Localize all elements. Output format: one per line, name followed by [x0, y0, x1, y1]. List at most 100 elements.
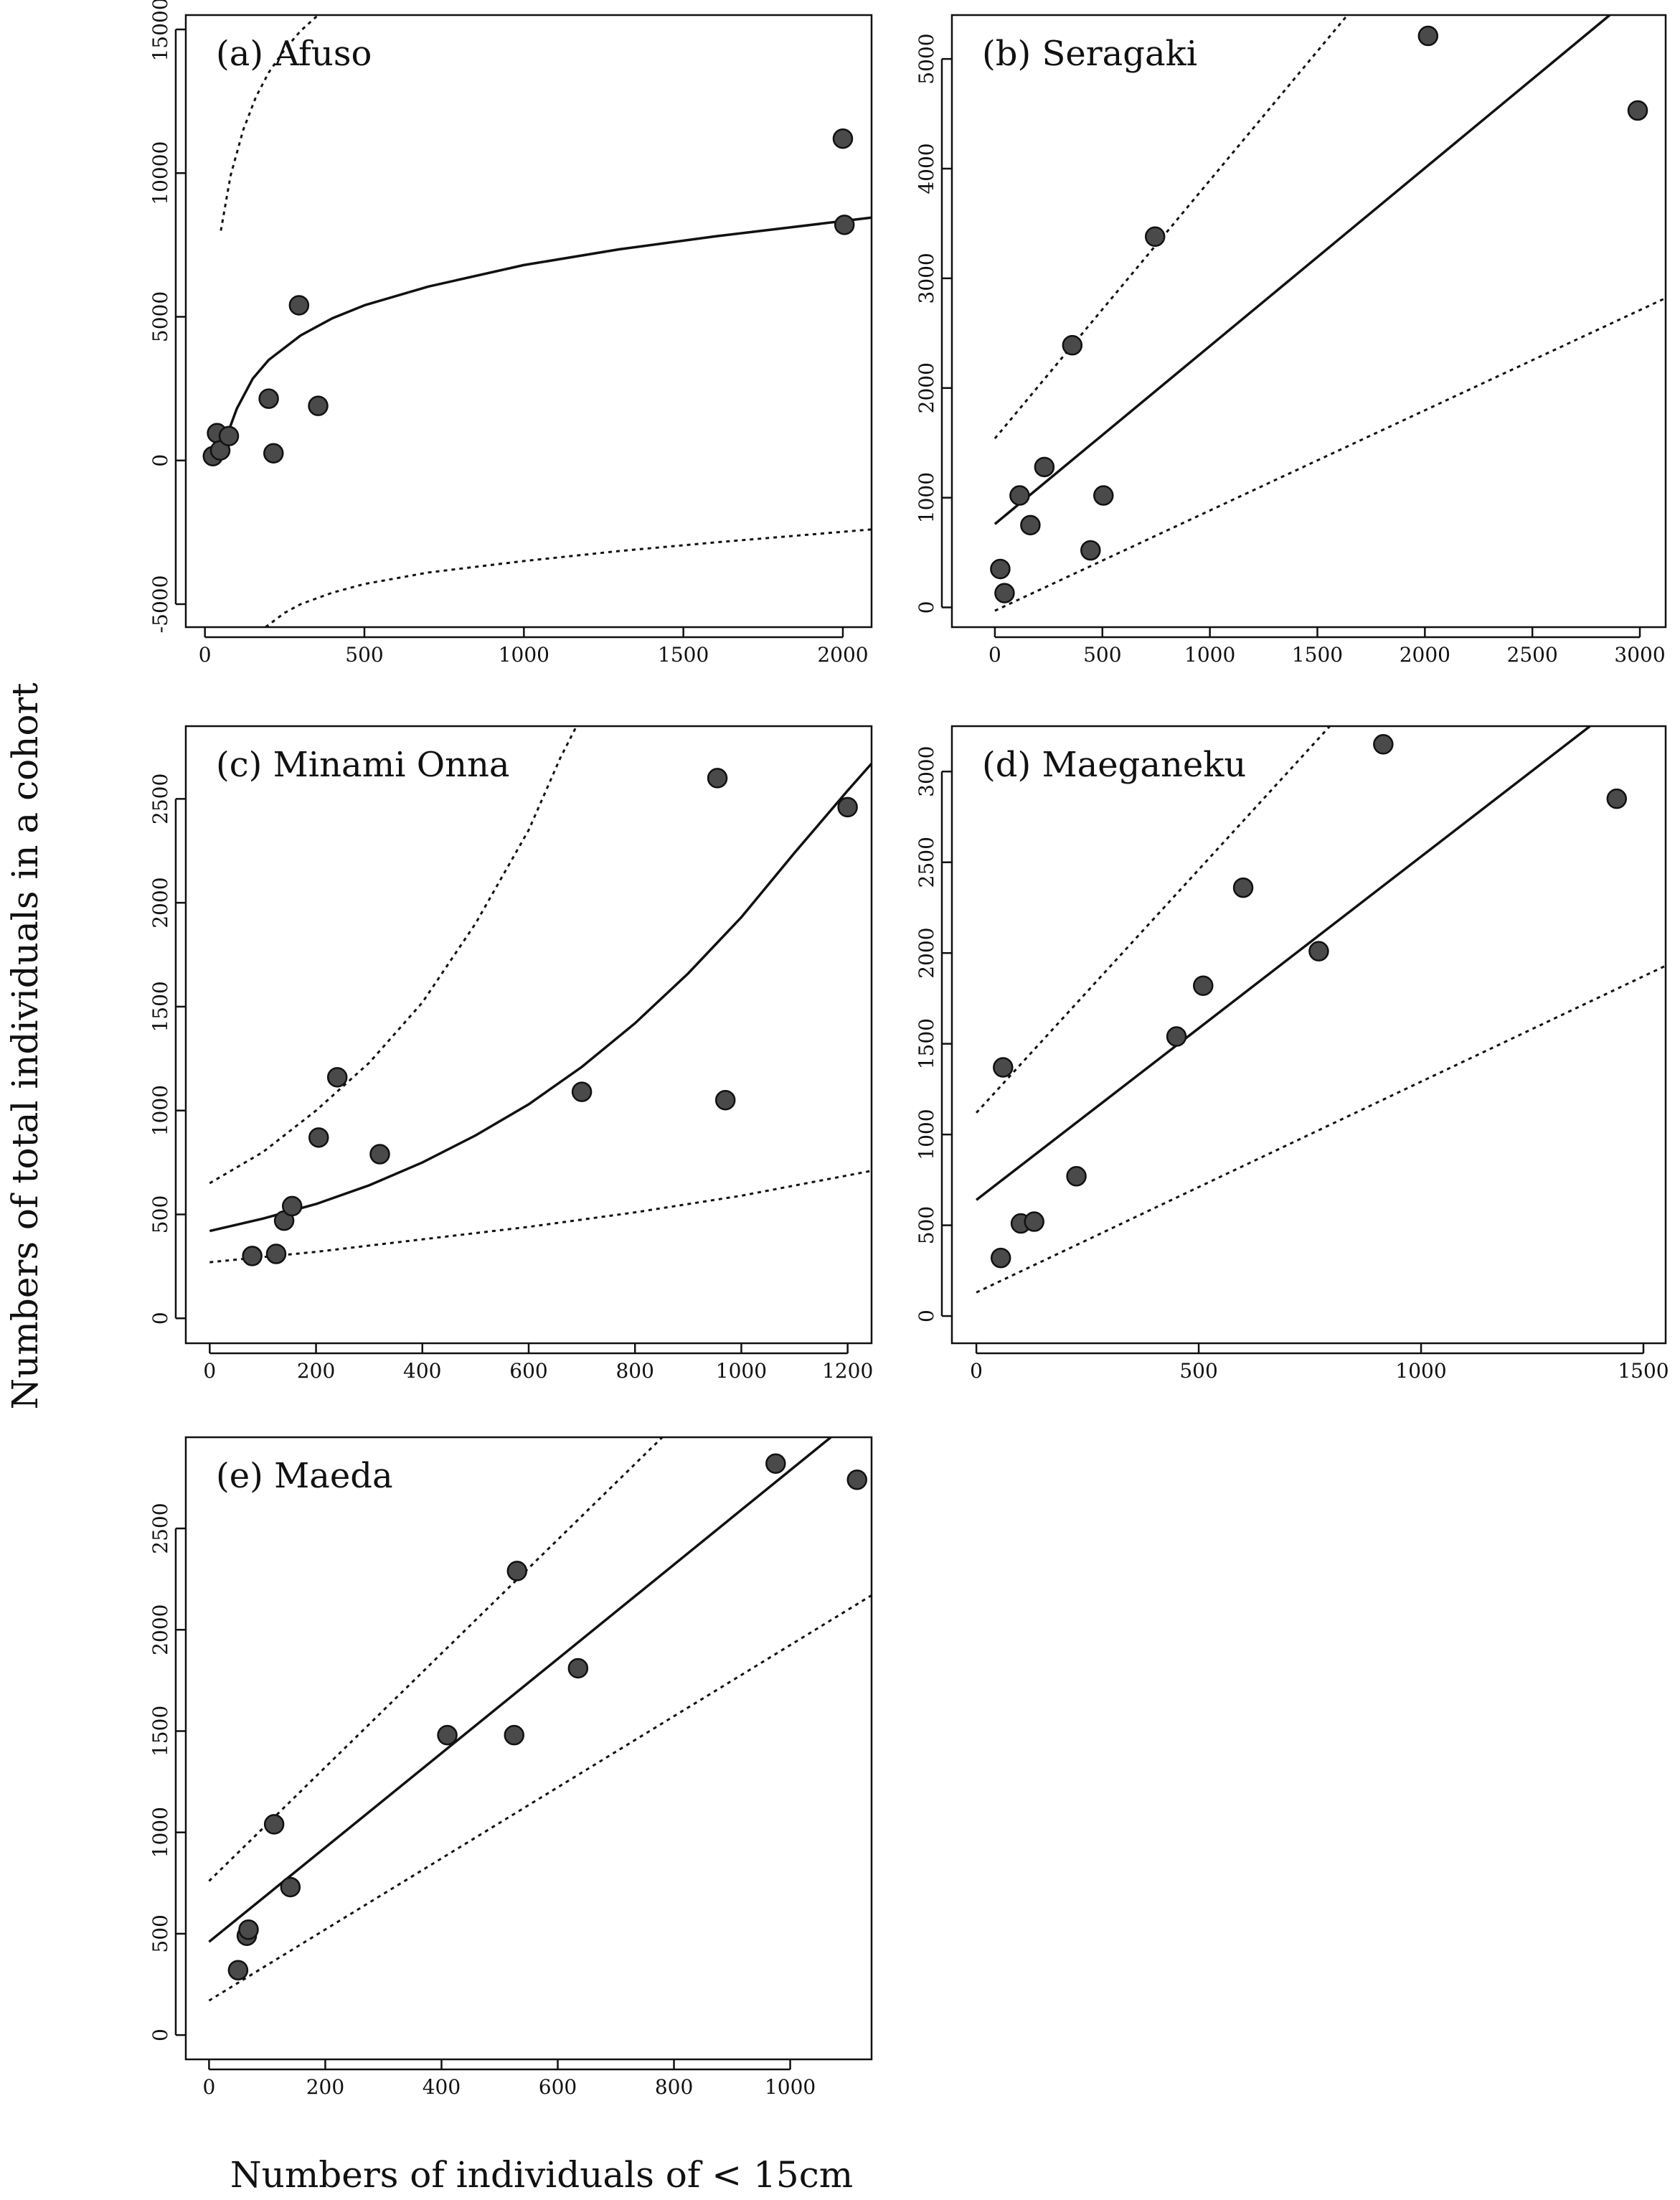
panel-d: 0 500 1000 1500 0 500 1000 1500 2000 2500 3000 (d) …: [915, 725, 1669, 1383]
fitted-line: [976, 726, 1591, 1201]
plot-frame: [184, 14, 873, 629]
x-tick-label: 400: [403, 1359, 441, 1383]
data-point: [837, 796, 858, 818]
data-point: [1093, 485, 1114, 506]
x-tick-label: 1000: [716, 1359, 767, 1383]
data-point: [1062, 334, 1083, 356]
x-tick-label: 0: [202, 2075, 215, 2099]
data-point: [832, 128, 854, 149]
data-point: [993, 1057, 1014, 1078]
y-tick-label: 0: [148, 454, 172, 467]
y-tick-label: 3000: [915, 253, 938, 304]
panel-title: (a) Afuso: [216, 34, 372, 74]
y-tick-label: 2500: [148, 774, 172, 824]
y-tick-label: 1000: [915, 472, 938, 523]
data-point: [846, 1470, 867, 1490]
y-axis-label: Numbers of total individuals in a cohort: [4, 682, 46, 1409]
x-tick-label: 600: [509, 1359, 547, 1383]
y-tick-label: 1500: [148, 1706, 172, 1757]
data-point: [1627, 100, 1648, 121]
x-axis-label: Numbers of individuals of < 15cm: [230, 2154, 853, 2196]
data-point: [1417, 25, 1439, 47]
fitted-line: [209, 762, 872, 1233]
data-point: [1193, 975, 1214, 996]
data-point: [714, 1089, 736, 1111]
data-point: [994, 583, 1015, 603]
panel-title: (b) Seragaki: [982, 34, 1197, 74]
plot-frame: [950, 14, 1667, 629]
x-tick-label: 400: [423, 2075, 461, 2099]
upper-confidence-line: [220, 15, 321, 231]
data-point: [567, 1658, 589, 1679]
panel-b: 0 500 1000 1500 2000 2500 3000 0 1000 2000 3000 400…: [915, 14, 1667, 667]
y-tick-label: 0: [915, 601, 938, 614]
data-point: [263, 1814, 285, 1835]
y-tick-label: 5000: [915, 34, 938, 85]
data-point: [1020, 514, 1041, 536]
plot-area: [208, 1437, 872, 2002]
x-tick-label: 1500: [1292, 643, 1343, 667]
y-tick-label: 0: [915, 1310, 938, 1322]
x-tick-label: 2500: [1507, 643, 1558, 667]
y-tick-label: 1000: [148, 1807, 172, 1858]
plot-area: [975, 726, 1666, 1294]
y-tick-label: 5000: [148, 291, 172, 342]
upper-confidence-line: [209, 726, 578, 1185]
lower-confidence-line: [265, 528, 872, 627]
upper-confidence-line: [208, 1437, 664, 1882]
panel-e: 0 200 400 600 800 1000 0 500 1000 1500 2000 2500 (e)…: [148, 1436, 873, 2099]
data-point: [218, 426, 240, 446]
plot-area: [990, 15, 1666, 612]
x-tick-label: 200: [306, 2075, 344, 2099]
data-point: [263, 443, 284, 464]
panel-title: (c) Minami Onna: [216, 745, 510, 785]
fitted-line: [994, 15, 1611, 525]
x-tick-label: 1000: [499, 643, 549, 667]
data-point: [265, 1244, 287, 1264]
y-tick-label: 2500: [915, 837, 938, 888]
data-point: [1009, 485, 1030, 506]
panel-title: (e) Maeda: [216, 1456, 393, 1496]
y-tick-label: 15000: [148, 0, 172, 62]
data-point: [504, 1724, 524, 1746]
x-tick-label: 0: [203, 1359, 216, 1383]
x-tick-label: 1500: [1618, 1359, 1669, 1383]
data-point: [369, 1144, 390, 1165]
data-point: [990, 1247, 1011, 1269]
panel-c: 0 200 400 600 800 1000 1200 0 500 1000 1500 2000 250…: [148, 725, 873, 1383]
y-tick-label: 1500: [915, 1018, 938, 1069]
upper-confidence-line: [994, 15, 1349, 440]
y-tick-label: 500: [915, 1206, 938, 1244]
data-point: [1080, 540, 1101, 561]
data-point: [765, 1453, 786, 1474]
x-tick-label: 800: [615, 1359, 653, 1383]
x-tick-label: 1000: [1184, 643, 1235, 667]
data-point: [308, 395, 329, 416]
x-tick-label: 1000: [765, 2075, 816, 2099]
data-point: [506, 1561, 528, 1581]
y-tick-label: 2000: [915, 928, 938, 979]
x-tick-label: 0: [199, 643, 212, 667]
data-point: [834, 215, 855, 235]
x-tick-label: 500: [1179, 1359, 1217, 1383]
data-point: [1308, 941, 1329, 962]
plot-frame: [184, 725, 873, 1345]
x-tick-label: 0: [988, 643, 1001, 667]
data-point: [1232, 877, 1254, 898]
y-tick-label: 10000: [148, 141, 172, 205]
y-tick-label: 2000: [148, 877, 172, 928]
data-point: [308, 1127, 329, 1148]
lower-confidence-line: [994, 297, 1666, 612]
plot-frame: [184, 1436, 873, 2061]
x-tick-label: 1200: [822, 1359, 873, 1383]
plot-area: [209, 726, 872, 1266]
data-point: [288, 295, 310, 316]
y-tick-label: 0: [148, 1312, 172, 1325]
lower-confidence-line: [976, 964, 1666, 1294]
y-tick-label: 0: [148, 2029, 172, 2041]
data-point: [1373, 734, 1394, 755]
x-tick-label: 600: [539, 2075, 577, 2099]
x-tick-label: 3000: [1614, 643, 1665, 667]
data-point: [990, 558, 1011, 580]
